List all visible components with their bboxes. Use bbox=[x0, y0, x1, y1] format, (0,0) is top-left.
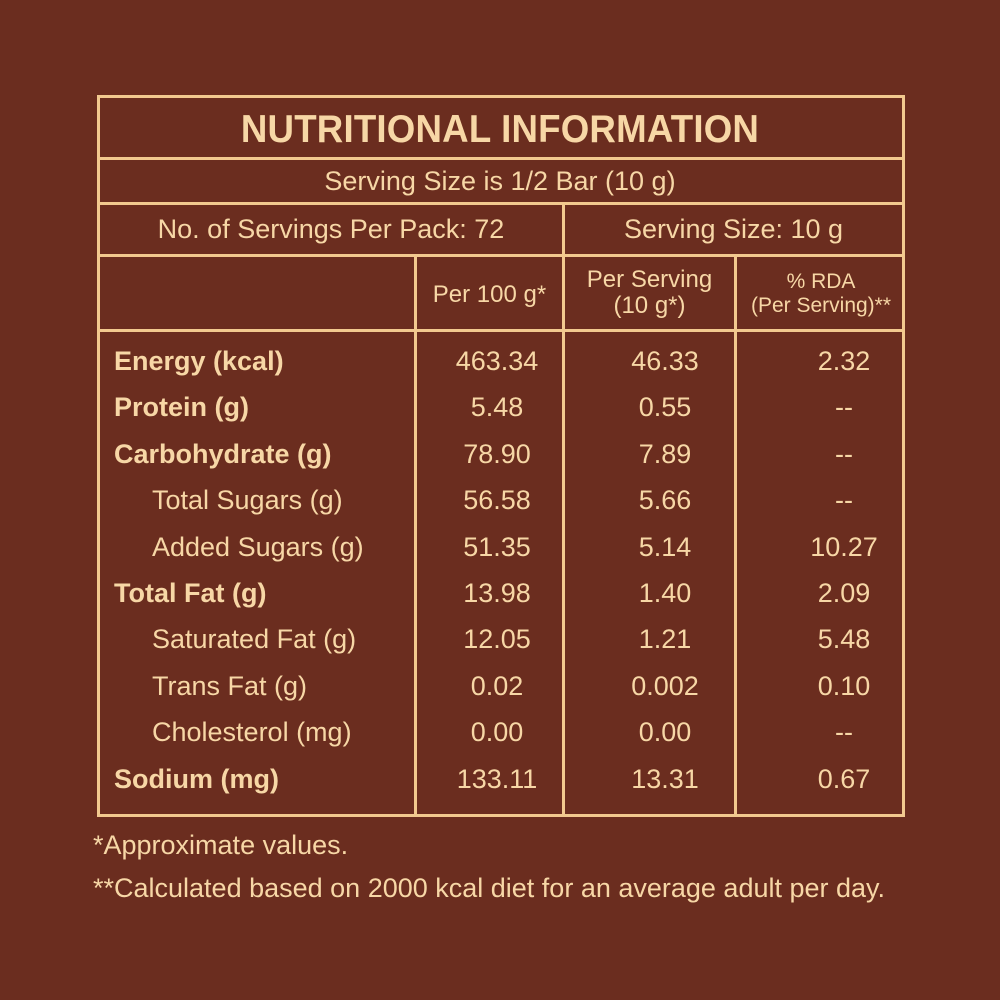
value-rda: 2.32 bbox=[817, 346, 871, 376]
value-per-serving: 13.31 bbox=[631, 764, 699, 794]
value-per-100g: 56.58 bbox=[463, 485, 531, 515]
nutrition-table-frame bbox=[97, 95, 905, 817]
divider-col-per100 bbox=[562, 254, 565, 817]
row-label: Cholesterol (mg) bbox=[152, 717, 352, 747]
value-per-serving: 7.89 bbox=[638, 439, 692, 469]
value-rda: -- bbox=[835, 392, 853, 422]
divider-subtitle bbox=[97, 202, 905, 205]
value-per-100g: 51.35 bbox=[463, 532, 531, 562]
value-per-100g: 13.98 bbox=[463, 578, 531, 608]
value-rda: -- bbox=[835, 485, 853, 515]
value-rda: -- bbox=[835, 717, 853, 747]
value-per-serving: 0.00 bbox=[638, 717, 692, 747]
value-per-serving: 0.002 bbox=[631, 671, 699, 701]
footnote-calc: **Calculated based on 2000 kcal diet for… bbox=[93, 873, 886, 903]
header-rda-line2: (Per Serving)** bbox=[750, 294, 892, 317]
row-label: Added Sugars (g) bbox=[152, 532, 364, 562]
servings-per-pack: No. of Servings Per Pack: 72 bbox=[157, 214, 505, 244]
value-rda: -- bbox=[835, 439, 853, 469]
divider-title bbox=[97, 157, 905, 160]
value-per-100g: 12.05 bbox=[463, 624, 531, 654]
serving-size-note: Serving Size is 1/2 Bar (10 g) bbox=[324, 166, 676, 196]
row-label: Total Fat (g) bbox=[114, 578, 267, 608]
footnote-approx: *Approximate values. bbox=[93, 830, 349, 860]
value-rda: 2.09 bbox=[817, 578, 871, 608]
value-rda: 5.48 bbox=[817, 624, 871, 654]
serving-size: Serving Size: 10 g bbox=[623, 214, 844, 244]
header-rda-line1: % RDA bbox=[786, 270, 856, 293]
row-label: Energy (kcal) bbox=[114, 346, 284, 376]
value-per-100g: 463.34 bbox=[455, 346, 539, 376]
divider-header bbox=[97, 329, 905, 332]
value-per-100g: 78.90 bbox=[463, 439, 531, 469]
row-label: Trans Fat (g) bbox=[152, 671, 308, 701]
value-per-100g: 5.48 bbox=[470, 392, 524, 422]
value-per-serving: 0.55 bbox=[638, 392, 692, 422]
header-per-100g: Per 100 g* bbox=[432, 281, 547, 308]
value-per-serving: 5.66 bbox=[638, 485, 692, 515]
value-per-serving: 1.21 bbox=[638, 624, 692, 654]
row-label: Carbohydrate (g) bbox=[114, 439, 332, 469]
value-per-100g: 0.02 bbox=[470, 671, 524, 701]
value-per-serving: 5.14 bbox=[638, 532, 692, 562]
value-per-100g: 0.00 bbox=[470, 717, 524, 747]
row-label: Total Sugars (g) bbox=[152, 485, 343, 515]
row-label: Sodium (mg) bbox=[114, 764, 279, 794]
divider-servings bbox=[97, 254, 905, 257]
row-label: Protein (g) bbox=[114, 392, 249, 422]
divider-servings-col bbox=[562, 202, 565, 257]
header-rda: % RDA (Per Serving)** bbox=[737, 270, 905, 318]
header-per-serving-line2: (10 g*) bbox=[613, 292, 686, 319]
value-rda: 0.67 bbox=[817, 764, 871, 794]
value-rda: 0.10 bbox=[817, 671, 871, 701]
value-per-serving: 46.33 bbox=[631, 346, 699, 376]
value-per-100g: 133.11 bbox=[456, 764, 538, 794]
row-label: Saturated Fat (g) bbox=[152, 624, 357, 654]
value-rda: 10.27 bbox=[810, 532, 878, 562]
header-per-serving: Per Serving (10 g*) bbox=[565, 267, 734, 319]
header-per-serving-line1: Per Serving bbox=[586, 266, 713, 293]
divider-col-label bbox=[414, 254, 417, 817]
divider-col-serving bbox=[734, 254, 737, 817]
value-per-serving: 1.40 bbox=[638, 578, 692, 608]
table-title: NUTRITIONAL INFORMATION bbox=[240, 108, 760, 151]
